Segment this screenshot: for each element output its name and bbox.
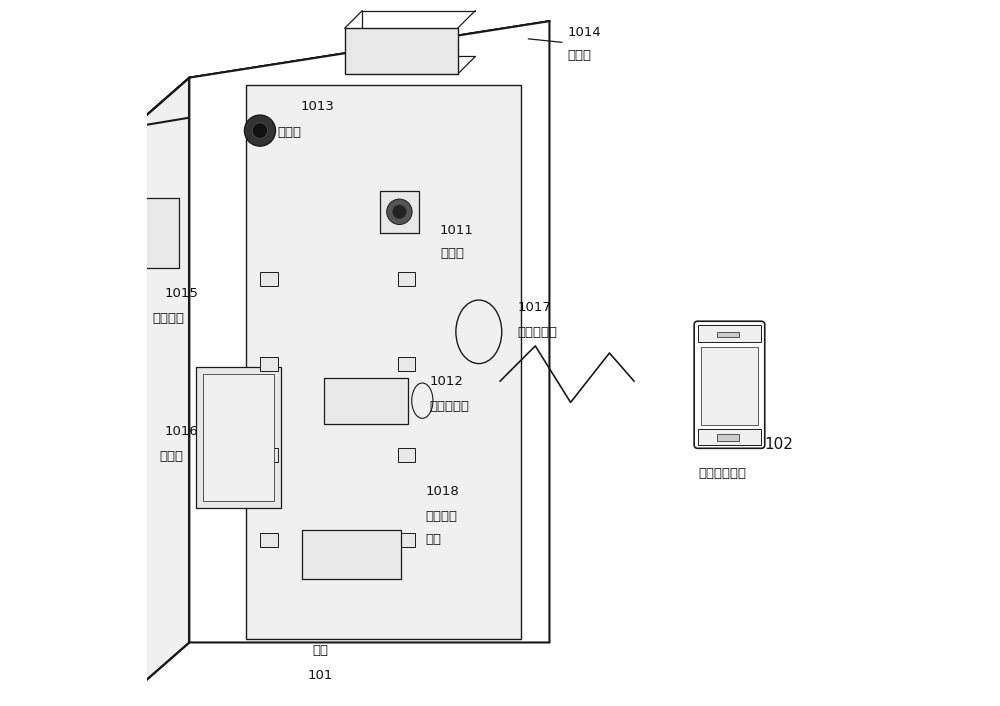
Text: 温度调节: 温度调节 — [426, 510, 458, 522]
Text: 重力传感器: 重力传感器 — [429, 400, 469, 413]
Text: 1016: 1016 — [165, 425, 198, 438]
Text: 1014: 1014 — [567, 26, 601, 39]
FancyBboxPatch shape — [246, 85, 521, 639]
Text: 处理器: 处理器 — [567, 49, 591, 62]
FancyBboxPatch shape — [717, 332, 739, 337]
FancyBboxPatch shape — [380, 191, 419, 233]
Text: 温度传感器: 温度传感器 — [518, 326, 558, 339]
FancyBboxPatch shape — [260, 533, 278, 547]
FancyBboxPatch shape — [302, 530, 401, 579]
FancyBboxPatch shape — [398, 357, 415, 371]
Text: 1018: 1018 — [426, 485, 460, 498]
Polygon shape — [133, 78, 189, 692]
Text: 1011: 1011 — [440, 224, 474, 237]
Text: 酒柜: 酒柜 — [312, 644, 328, 657]
Circle shape — [392, 205, 406, 219]
Text: 1013: 1013 — [301, 100, 335, 113]
Text: 显示屏: 显示屏 — [160, 450, 184, 462]
FancyBboxPatch shape — [196, 367, 281, 508]
FancyBboxPatch shape — [398, 448, 415, 462]
FancyBboxPatch shape — [345, 28, 458, 74]
FancyBboxPatch shape — [698, 429, 761, 445]
FancyBboxPatch shape — [398, 272, 415, 286]
FancyBboxPatch shape — [203, 374, 274, 501]
FancyBboxPatch shape — [324, 378, 408, 424]
Text: 麦克风: 麦克风 — [278, 126, 302, 138]
Ellipse shape — [412, 383, 433, 418]
FancyBboxPatch shape — [140, 198, 179, 268]
FancyBboxPatch shape — [260, 357, 278, 371]
Polygon shape — [189, 21, 549, 642]
FancyBboxPatch shape — [398, 533, 415, 547]
Circle shape — [244, 115, 275, 146]
Text: 通信单元: 通信单元 — [153, 312, 185, 325]
Text: 1015: 1015 — [165, 287, 199, 300]
Ellipse shape — [456, 300, 502, 364]
FancyBboxPatch shape — [260, 272, 278, 286]
Text: 101: 101 — [307, 669, 333, 682]
Text: 库存管理设备: 库存管理设备 — [698, 467, 746, 480]
Circle shape — [252, 123, 268, 138]
Text: 设备: 设备 — [426, 533, 442, 546]
Text: 1012: 1012 — [429, 376, 463, 388]
FancyBboxPatch shape — [717, 434, 739, 441]
Polygon shape — [133, 21, 549, 127]
Circle shape — [387, 199, 412, 225]
Text: 1017: 1017 — [518, 301, 552, 314]
FancyBboxPatch shape — [694, 321, 765, 448]
FancyBboxPatch shape — [701, 347, 758, 425]
Text: 102: 102 — [765, 437, 794, 453]
FancyBboxPatch shape — [260, 448, 278, 462]
Text: 摄像头: 摄像头 — [440, 247, 464, 260]
FancyBboxPatch shape — [698, 325, 761, 342]
